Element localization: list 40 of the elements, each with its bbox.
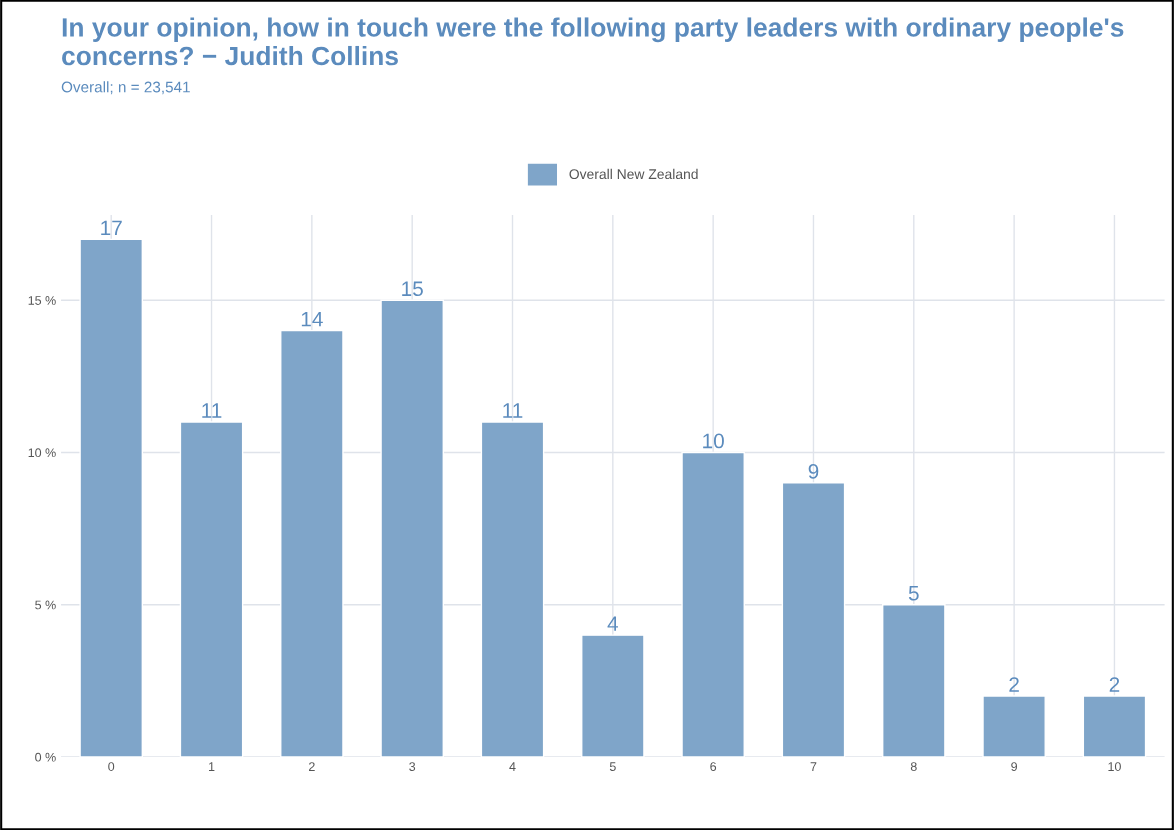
data-label: 9: [808, 464, 819, 479]
bar: [79, 238, 144, 757]
y-tick-label: 10 %: [28, 448, 56, 458]
chart-subtitle: Overall; n = 23,541: [61, 81, 190, 95]
x-tick-label: 0: [108, 762, 115, 771]
bar: [280, 329, 344, 757]
x-tick-label: 4: [509, 762, 516, 771]
data-label: 11: [503, 403, 523, 418]
bar: [781, 482, 846, 757]
data-label: 14: [301, 312, 323, 327]
bar: [882, 604, 946, 757]
bar: [480, 421, 545, 757]
data-label: 15: [402, 281, 423, 297]
y-tick-label: 0 %: [35, 752, 56, 762]
data-label: 10: [703, 433, 724, 449]
data-label: 2: [1109, 677, 1120, 692]
data-label: 11: [202, 403, 222, 418]
legend-label: Overall New Zealand: [569, 168, 698, 180]
x-tick-label: 8: [910, 762, 917, 771]
bar: [681, 451, 745, 757]
data-label: 4: [607, 616, 619, 631]
x-tick-label: 2: [309, 762, 315, 771]
bar: [581, 634, 645, 757]
bar: [1082, 695, 1147, 757]
y-tick-label: 5 %: [35, 600, 56, 610]
x-tick-label: 7: [810, 762, 817, 771]
bar: [179, 421, 244, 757]
x-tick-label: 3: [409, 762, 416, 771]
x-tick-label: 1: [209, 762, 215, 771]
chart-title: In your opinion, how in touch were the following party leaders with ordinary people's concerns? − Judith Collins: [62, 17, 1124, 66]
x-tick-label: 10: [1108, 762, 1121, 771]
x-tick-label: 5: [609, 762, 616, 771]
data-label: 5: [908, 586, 919, 601]
x-tick-label: 9: [1011, 762, 1018, 771]
bar: [380, 299, 444, 757]
data-label: 17: [101, 220, 122, 236]
bar: [982, 695, 1046, 757]
data-label: 2: [1009, 677, 1019, 692]
x-tick-label: 6: [710, 762, 717, 771]
y-tick-label: 15 %: [28, 296, 56, 305]
